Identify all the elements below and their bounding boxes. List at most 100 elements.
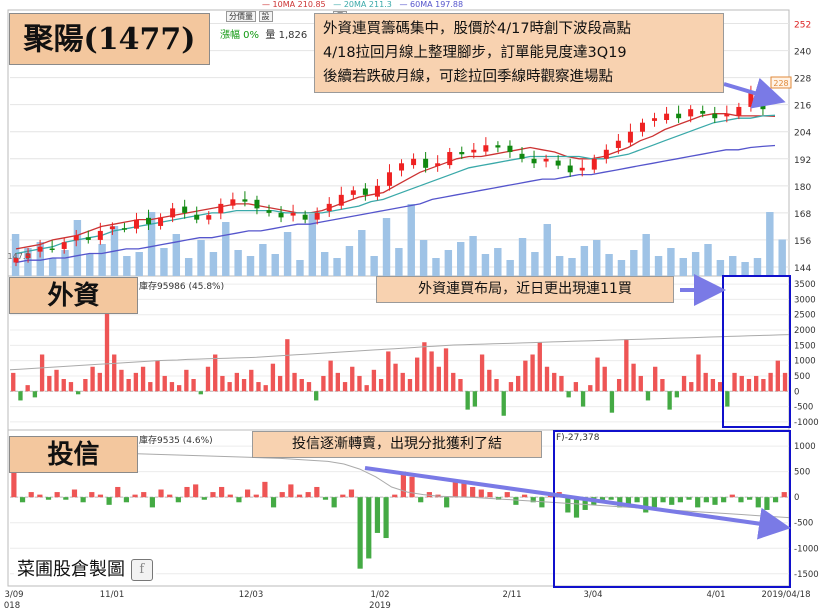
volume-bar <box>543 224 551 276</box>
candle-body <box>170 208 176 218</box>
volume-bar <box>172 234 181 276</box>
price-tick-label: 240 <box>794 48 811 58</box>
trust-net-bar <box>608 497 614 500</box>
foreign-net-bar <box>342 382 348 392</box>
foreign-net-bar <box>559 375 564 392</box>
volume-bar <box>580 246 589 276</box>
foreign-net-bar <box>544 366 550 392</box>
volume-bar <box>259 244 267 276</box>
trust-net-bar <box>513 497 519 505</box>
foreign-net-bar <box>508 382 514 392</box>
volume-bar <box>320 252 329 276</box>
trust-net-bar <box>366 497 372 559</box>
foreign-net-bar <box>47 375 52 392</box>
trust-net-bar <box>28 492 34 498</box>
foreign-note: 外資連買布局，近日更出現連11買 <box>376 276 674 303</box>
foreign-net-bar <box>472 391 478 407</box>
trust-net-bar <box>444 497 450 508</box>
trust-net-bar <box>253 494 259 498</box>
trust-net-bar <box>11 471 17 498</box>
foreign-net-bar <box>97 372 102 392</box>
foreign-net-bars <box>9 311 790 416</box>
volume-bar <box>654 256 663 276</box>
foreign-net-bar <box>227 382 232 392</box>
volume-bar <box>469 236 477 276</box>
candle-body <box>121 228 127 230</box>
foreign-net-bar <box>393 363 398 392</box>
foreign-net-bar <box>429 351 434 392</box>
toolbar-button-1[interactable]: 分價量 <box>226 11 256 22</box>
foreign-net-bar <box>104 311 110 392</box>
volume-bar <box>160 248 168 276</box>
price-tick-label: 228 <box>794 75 811 85</box>
change-percent: 漲幅 0% <box>220 30 260 41</box>
foreign-net-bar <box>479 354 485 392</box>
foreign-tick-label: -500 <box>794 403 813 413</box>
trust-net-bar <box>19 497 26 503</box>
candle-body <box>386 172 392 186</box>
trust-net-bar <box>530 497 536 503</box>
foreign-net-bar <box>364 385 369 392</box>
candle-body <box>13 257 19 263</box>
volume-bar <box>147 212 156 276</box>
candle-body <box>25 253 31 258</box>
candle-body <box>338 194 344 206</box>
toolbar-button-2[interactable]: 設 <box>258 11 273 22</box>
volume-bar <box>73 220 82 276</box>
trust-net-bar <box>478 489 484 498</box>
foreign-net-bar <box>782 372 788 392</box>
candle-body <box>350 190 356 195</box>
trust-net-bar <box>80 497 86 503</box>
volume-bar <box>494 248 502 276</box>
volume-bar <box>630 250 638 276</box>
foreign-net-bar <box>198 391 203 395</box>
candle-body <box>627 131 633 143</box>
foreign-net-bar <box>75 391 81 395</box>
candle-body <box>447 152 453 166</box>
volume-bar <box>395 248 403 276</box>
foreign-net-bar <box>667 391 672 410</box>
y-axis-tick-labels: 252 240 228 216 204 192 180 168 156 144 3500 3000 25… <box>794 21 819 580</box>
foreign-net-bar <box>768 372 773 392</box>
trust-trend-arrow <box>364 466 791 540</box>
candle-body <box>700 110 706 114</box>
foreign-net-bar <box>624 339 629 392</box>
candle-body <box>676 113 682 119</box>
candle-body <box>97 230 103 240</box>
trust-net-bar <box>262 481 268 498</box>
volume-bar <box>593 240 601 276</box>
candle-body <box>314 212 320 220</box>
price-tick-label: 180 <box>794 183 811 193</box>
trust-net-bar <box>695 497 701 508</box>
candle-body <box>688 109 694 117</box>
foreign-net-bar <box>68 382 74 392</box>
price-tick-label: 168 <box>794 210 811 220</box>
foreign-net-bar <box>638 375 643 392</box>
foreign-tick-label: 3000 <box>794 295 816 305</box>
date-label: 2/11 <box>502 590 521 600</box>
foreign-tick-label: 3500 <box>794 280 816 290</box>
foreign-net-bar <box>501 391 506 416</box>
volume-bar <box>209 252 218 276</box>
trust-net-bar <box>539 497 545 508</box>
trust-net-bar <box>158 489 164 498</box>
x-axis-date-labels: 3/09 11/01 12/03 1/02 2/11 3/04 4/01 2019/04/18… <box>4 590 811 611</box>
foreign-net-bar <box>653 366 658 392</box>
foreign-net-bar <box>573 382 579 392</box>
year-label: 018 <box>4 601 20 611</box>
foreign-net-bar <box>616 379 622 392</box>
foreign-net-bar <box>335 372 340 392</box>
foreign-net-bar <box>140 366 146 392</box>
date-label: 1/02 <box>370 590 389 600</box>
volume-bar <box>456 242 465 276</box>
facebook-icon[interactable]: f <box>130 559 153 581</box>
volume-bar <box>234 250 242 276</box>
foreign-net-bar <box>378 379 384 392</box>
volume-bar <box>432 258 440 276</box>
volume-bar <box>642 234 650 276</box>
candle-body <box>615 140 621 148</box>
foreign-net-bar <box>205 366 211 392</box>
candle-body <box>459 152 465 155</box>
trust-net-bar <box>669 497 675 505</box>
candle-body <box>194 214 200 220</box>
